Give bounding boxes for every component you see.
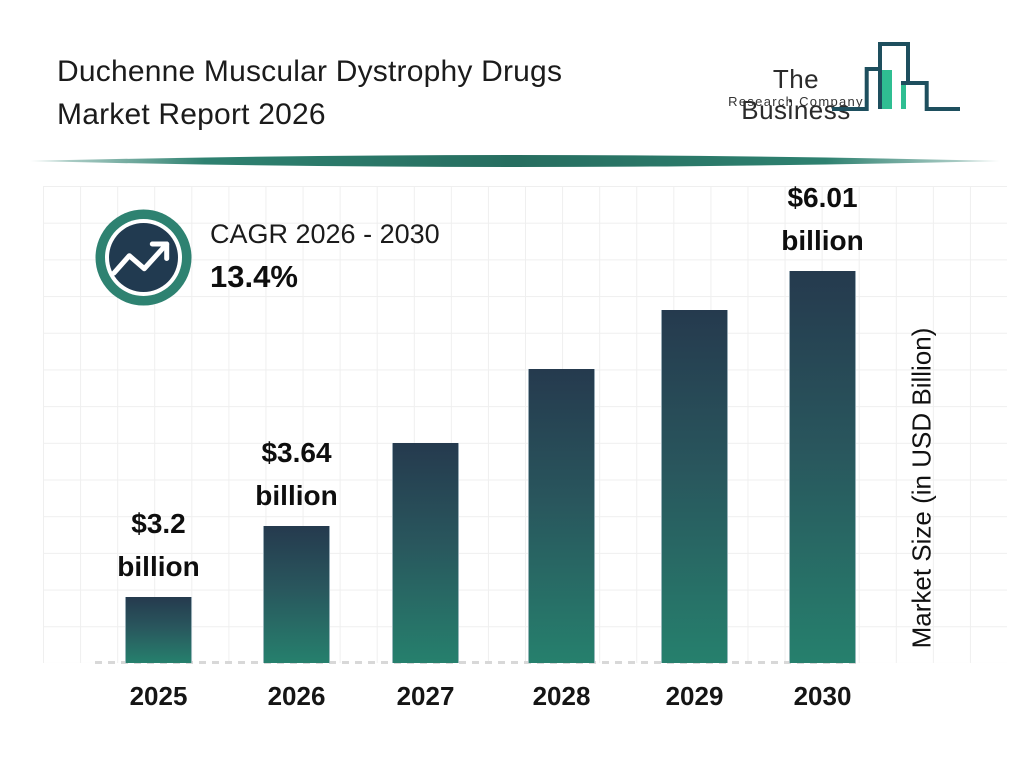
value-label-2030: $6.01 billion bbox=[781, 182, 864, 256]
cagr-label: CAGR 2026 - 2030 bbox=[210, 219, 440, 249]
x-tick-2029: 2029 bbox=[665, 681, 724, 711]
page-title-line2: Market Report 2026 bbox=[57, 98, 326, 131]
page-title-line1: Duchenne Muscular Dystrophy Drugs bbox=[57, 55, 563, 88]
x-tick-2030: 2030 bbox=[793, 681, 852, 711]
bar-2028 bbox=[528, 369, 595, 663]
bar-2027 bbox=[392, 443, 459, 663]
x-tick-2025: 2025 bbox=[129, 681, 188, 711]
bar-2025 bbox=[125, 597, 192, 663]
x-tick-2027: 2027 bbox=[396, 681, 455, 711]
value-label-2025: $3.2 billion bbox=[117, 508, 200, 582]
x-tick-2026: 2026 bbox=[267, 681, 326, 711]
skyline-bars-icon bbox=[832, 42, 960, 111]
section-divider bbox=[30, 155, 1000, 167]
bar-2029 bbox=[661, 310, 728, 663]
x-tick-2028: 2028 bbox=[532, 681, 591, 711]
value-label-2026: $3.64 billion bbox=[255, 437, 338, 511]
chart-baseline bbox=[95, 661, 860, 664]
bar-2026 bbox=[263, 526, 330, 663]
bar-2030 bbox=[789, 271, 856, 663]
y-axis-label: Market Size (in USD Billion) bbox=[906, 327, 937, 649]
logo-subname: Research Company bbox=[728, 94, 864, 109]
trend-up-icon bbox=[95, 209, 192, 306]
cagr-value: 13.4% bbox=[210, 259, 298, 294]
page-title: Duchenne Muscular Dystrophy Drugs Market… bbox=[57, 50, 562, 136]
